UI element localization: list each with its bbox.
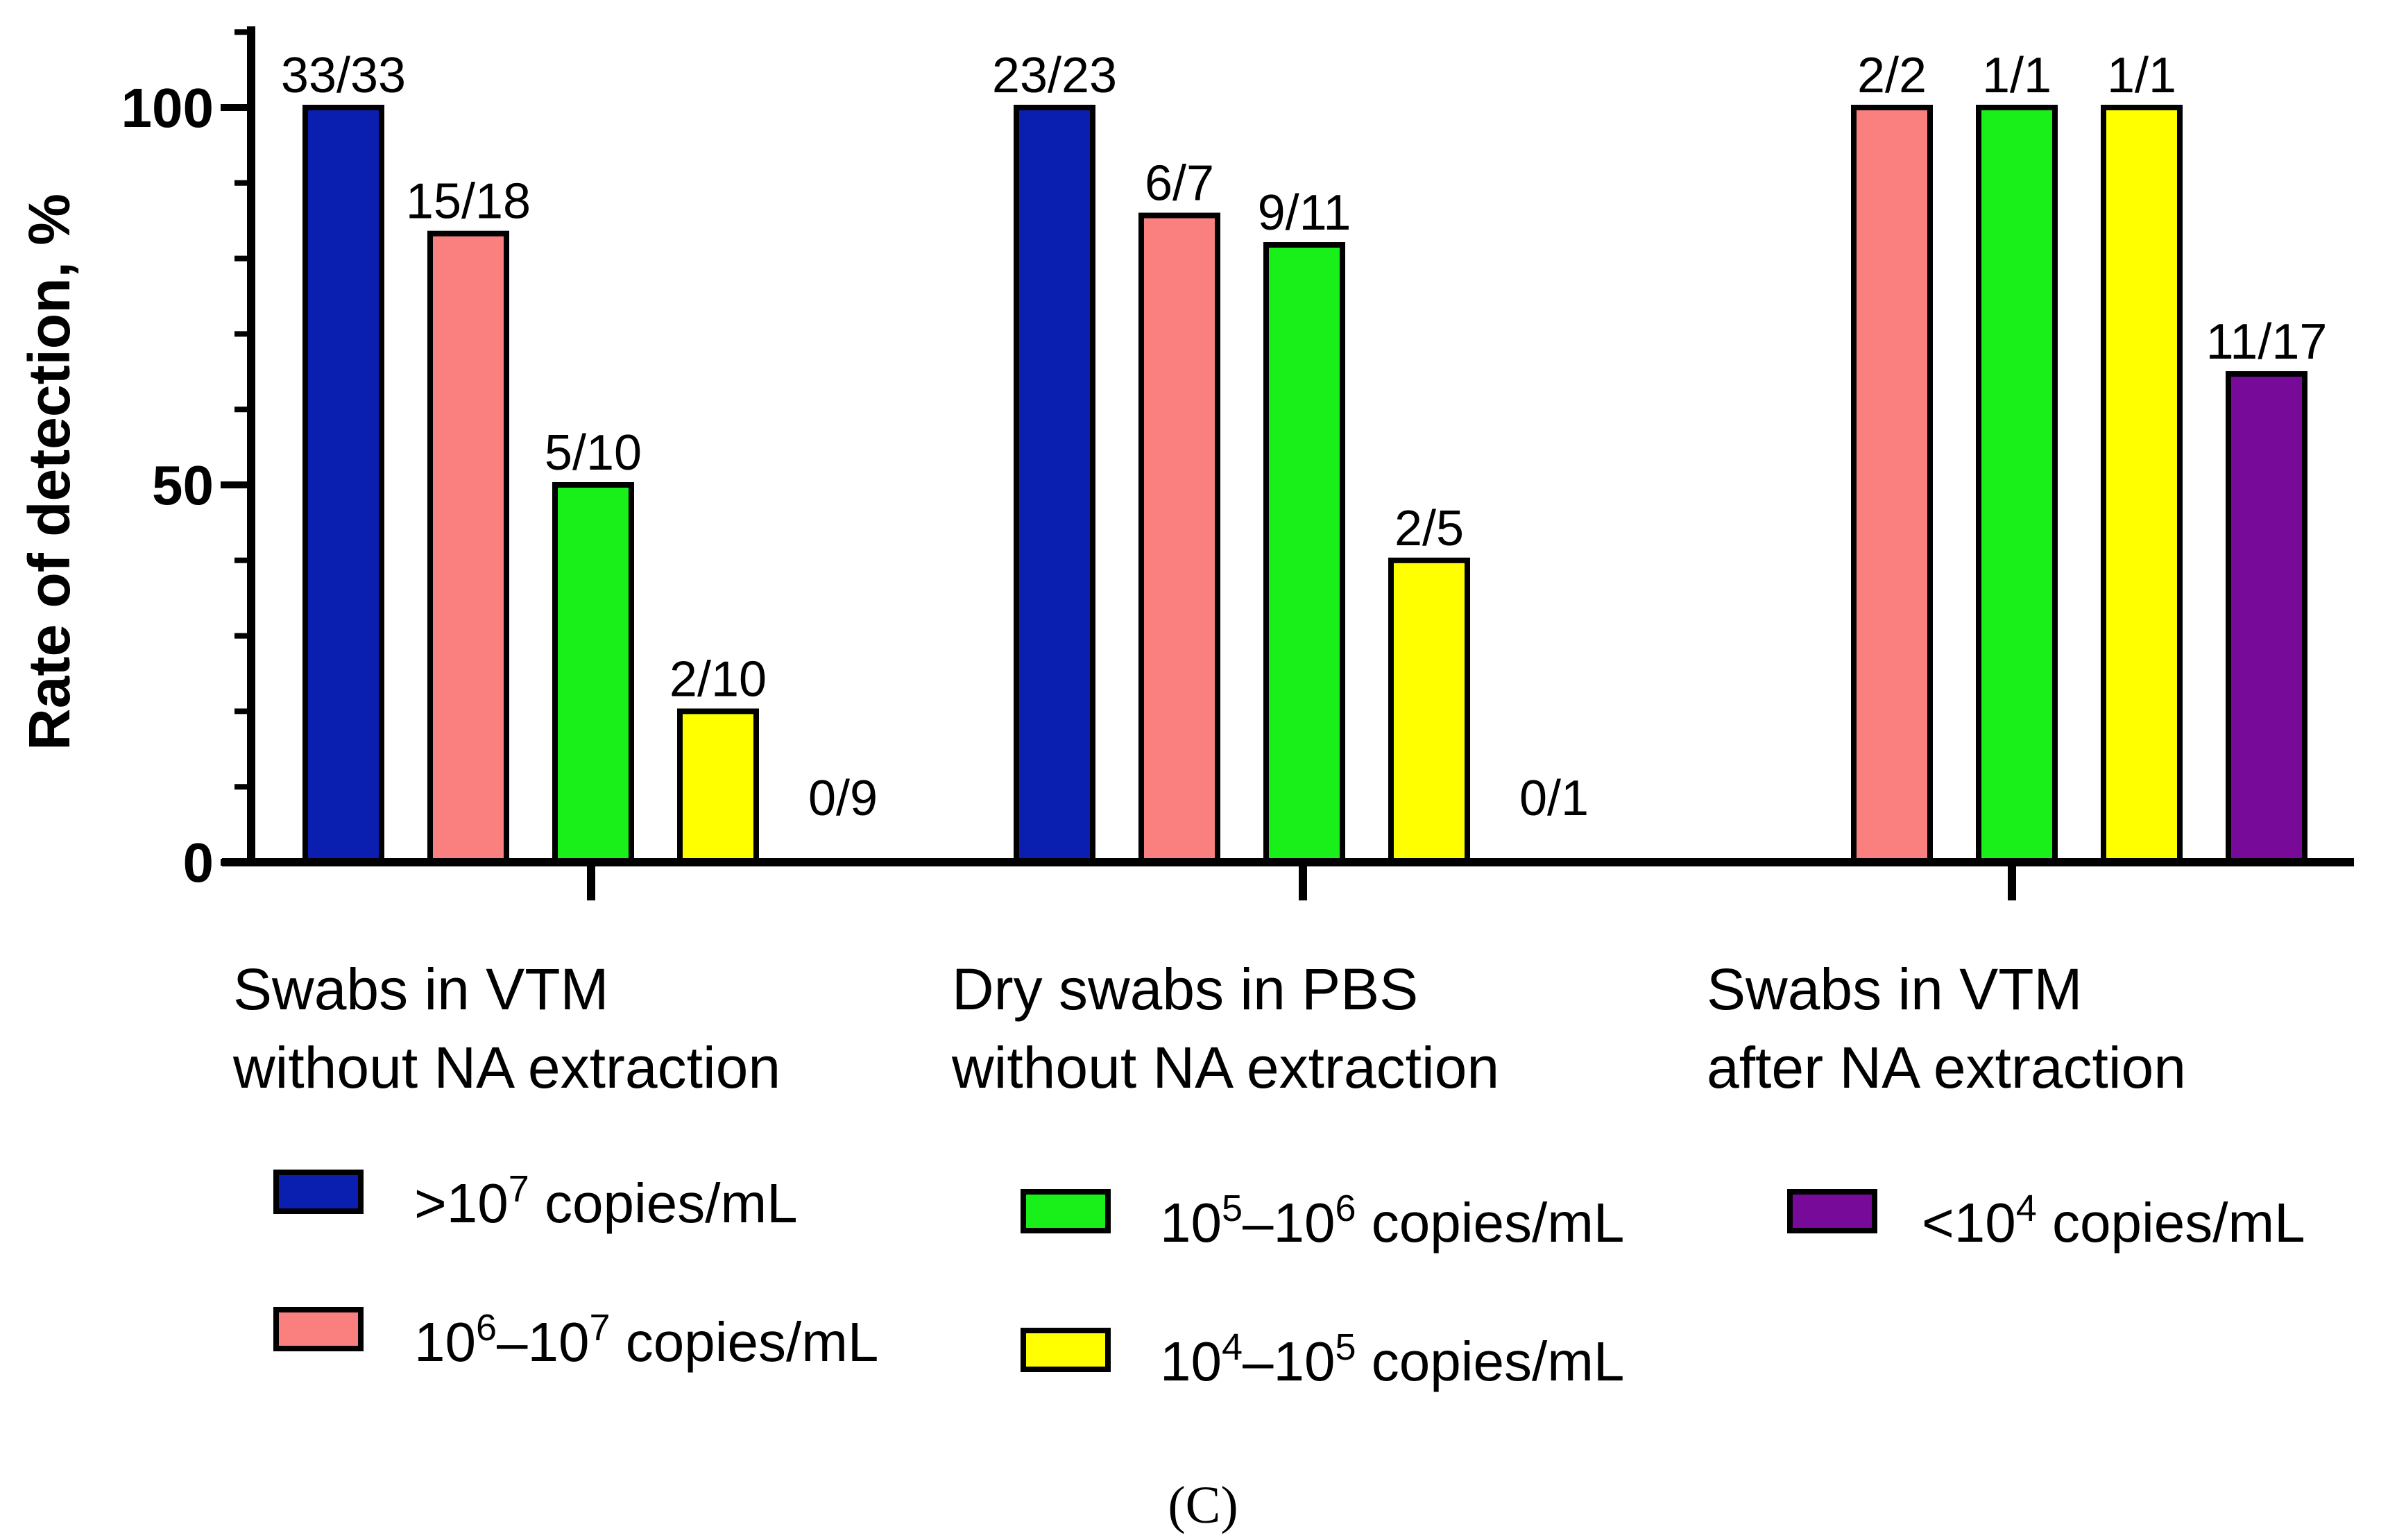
legend-swatch [1787, 1189, 1877, 1233]
bar-data-label: 6/7 [1145, 156, 1214, 212]
bar-data-label: 23/23 [992, 48, 1117, 103]
bar-data-label: 9/11 [1258, 185, 1351, 241]
bar [1388, 557, 1470, 865]
y-axis-title: Rate of detection, % [17, 194, 82, 751]
group-label-line1: Swabs in VTM [233, 957, 609, 1022]
panel-label: (C) [1168, 1476, 1238, 1534]
y-tick-label: 100 [121, 77, 214, 139]
bar-data-label: 0/1 [1519, 771, 1589, 826]
bar [2101, 105, 2183, 865]
bar [552, 482, 634, 865]
bar [302, 105, 384, 865]
bar [1014, 105, 1095, 865]
bar-labels: 33/33 15/18 5/10 2/10 0/9 23/23 6/7 9/11 2/5 0/1 2… [281, 48, 2328, 826]
x-axis-ticks [587, 862, 2016, 900]
group-label-line1: Swabs in VTM [1707, 957, 2083, 1022]
legend-entry-label: >107 copies/mL [414, 1168, 798, 1234]
bar [1138, 212, 1220, 866]
bar-data-label: 33/33 [281, 48, 406, 103]
legend-entry-label: <104 copies/mL [1922, 1188, 2305, 1254]
bar [2226, 371, 2307, 865]
bar-data-label: 2/2 [1857, 48, 1927, 103]
bar-data-label: 1/1 [2107, 48, 2176, 103]
y-tick-labels: 0 50 100 [121, 77, 214, 893]
bar-data-label: 11/17 [2206, 314, 2328, 370]
legend-entry-label: 105–106 copies/mL [1160, 1188, 1624, 1254]
bar-data-label: 5/10 [545, 425, 642, 481]
bars [302, 105, 2307, 866]
y-axis-major-ticks [221, 104, 251, 866]
bar [677, 708, 759, 866]
legend-entry-label: 104–105 copies/mL [1160, 1326, 1624, 1392]
bar-data-label: 0/9 [808, 771, 878, 826]
group-label-line2: without NA extraction [232, 1035, 780, 1100]
legend-entry-label: 106–107 copies/mL [414, 1307, 878, 1373]
bar-data-label: 15/18 [406, 174, 531, 230]
group-labels: Swabs in VTM without NA extraction Dry swa… [232, 957, 2186, 1100]
legend: >107 copies/mL 106–107 copies/mL 105–106 c… [273, 1168, 2305, 1392]
legend-swatch [1021, 1189, 1111, 1233]
bar [1976, 105, 2058, 865]
group-label-line2: without NA extraction [951, 1035, 1499, 1100]
bar-data-label: 1/1 [1982, 48, 2051, 103]
bar [1263, 242, 1345, 865]
group-label-line2: after NA extraction [1707, 1035, 2186, 1100]
bar [1851, 105, 1933, 865]
bar [427, 230, 509, 866]
legend-swatch [273, 1170, 364, 1214]
legend-swatch [273, 1307, 364, 1351]
y-tick-label: 50 [152, 454, 214, 516]
legend-swatch [1021, 1328, 1111, 1372]
y-tick-label: 0 [183, 832, 214, 893]
bar-data-label: 2/5 [1394, 501, 1464, 556]
group-label-line1: Dry swabs in PBS [952, 957, 1418, 1022]
bar-data-label: 2/10 [669, 651, 767, 707]
